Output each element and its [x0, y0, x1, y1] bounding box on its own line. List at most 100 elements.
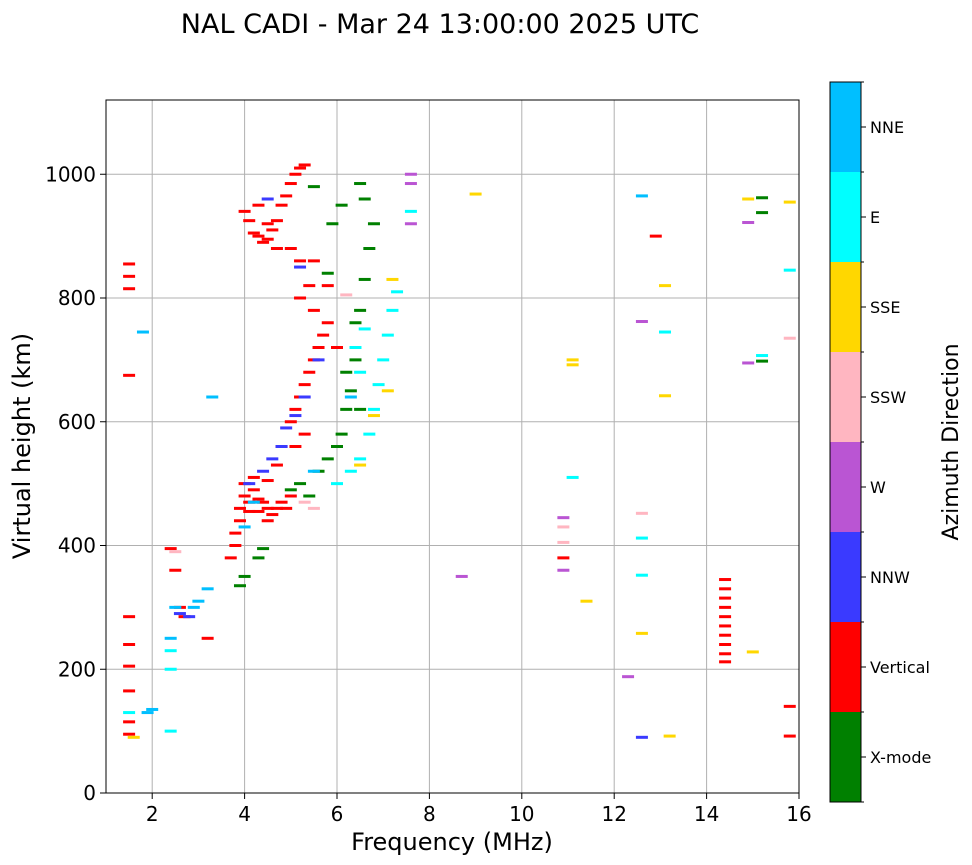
- data-point-ssw: [557, 525, 570, 529]
- data-point-vertical: [719, 633, 732, 637]
- plot-area-frame: [105, 99, 800, 794]
- data-point-nne: [247, 500, 260, 504]
- data-point-nne: [146, 707, 159, 711]
- data-point-nne: [307, 469, 320, 473]
- data-point-e: [381, 333, 394, 337]
- x-axis-label: Frequency (MHz): [351, 828, 553, 856]
- data-point-nnw: [173, 612, 186, 616]
- y-tick-label: 200: [58, 657, 96, 681]
- data-point-nne: [344, 395, 357, 399]
- data-point-x-mode: [349, 321, 362, 325]
- data-point-vertical: [270, 506, 283, 510]
- data-point-vertical: [266, 513, 279, 517]
- x-tick-label: 4: [238, 802, 251, 826]
- data-point-sse: [354, 463, 367, 467]
- data-point-vertical: [270, 463, 283, 467]
- data-point-sse: [566, 358, 579, 362]
- data-point-vertical: [317, 333, 330, 337]
- data-point-sse: [469, 192, 482, 196]
- data-point-vertical: [719, 615, 732, 619]
- data-point-vertical: [719, 624, 732, 628]
- data-point-nne: [238, 525, 251, 529]
- data-point-vertical: [261, 222, 274, 226]
- data-point-vertical: [294, 259, 307, 263]
- data-point-vertical: [123, 274, 136, 278]
- data-point-vertical: [321, 321, 334, 325]
- data-point-e: [391, 290, 404, 294]
- data-point-vertical: [284, 494, 297, 498]
- data-point-vertical: [719, 596, 732, 600]
- data-point-vertical: [233, 506, 246, 510]
- colorbar-label: E: [870, 208, 880, 227]
- data-point-e: [164, 729, 177, 733]
- x-tick-label: 12: [601, 802, 626, 826]
- data-point-e: [659, 330, 672, 334]
- data-point-sse: [367, 414, 380, 418]
- y-tick-label: 0: [83, 781, 96, 805]
- data-point-e: [164, 667, 177, 671]
- data-point-vertical: [169, 568, 182, 572]
- x-tick-label: 2: [146, 802, 159, 826]
- x-tick-label: 14: [694, 802, 719, 826]
- data-point-w: [557, 568, 570, 572]
- data-point-nnw: [289, 414, 302, 418]
- data-point-vertical: [289, 172, 302, 176]
- colorbar-label: X-mode: [870, 748, 931, 767]
- colorbar-segment: [830, 352, 861, 442]
- data-point-vertical: [280, 506, 293, 510]
- data-point-vertical: [247, 475, 260, 479]
- data-point-vertical: [284, 420, 297, 424]
- data-point-x-mode: [358, 277, 371, 281]
- data-point-ssw: [169, 550, 182, 554]
- data-point-vertical: [266, 228, 279, 232]
- data-point-e: [367, 407, 380, 411]
- data-point-vertical: [224, 556, 237, 560]
- data-point-e: [358, 327, 371, 331]
- data-point-vertical: [275, 500, 288, 504]
- data-point-vertical: [298, 163, 311, 167]
- azimuth-colorbar: X-mode Vertical NNW W SSW SSE E NNE: [829, 81, 931, 803]
- colorbar-segment: [830, 82, 861, 172]
- data-point-nne: [192, 599, 205, 603]
- data-point-vertical: [307, 259, 320, 263]
- data-point-vertical: [331, 346, 343, 349]
- grid-lines: [106, 100, 800, 794]
- data-point-e: [756, 354, 769, 358]
- data-point-vertical: [284, 247, 297, 250]
- data-point-vertical: [261, 237, 274, 241]
- data-point-sse: [566, 363, 579, 367]
- data-point-vertical: [261, 506, 274, 510]
- data-point-vertical: [123, 615, 136, 619]
- data-point-e: [783, 268, 796, 272]
- data-point-x-mode: [354, 407, 367, 411]
- data-point-vertical: [123, 689, 136, 693]
- data-point-w: [404, 172, 417, 176]
- data-point-x-mode: [321, 457, 334, 461]
- data-point-nne: [187, 605, 200, 609]
- data-point-vertical: [243, 509, 256, 513]
- data-point-vertical: [252, 234, 265, 238]
- data-point-vertical: [312, 346, 325, 349]
- data-point-e: [164, 649, 177, 653]
- data-point-nne: [136, 330, 149, 334]
- data-point-vertical: [270, 247, 283, 250]
- chart-title: NAL CADI - Mar 24 13:00:00 2025 UTC: [181, 9, 699, 40]
- data-point-x-mode: [252, 556, 265, 560]
- data-point-vertical: [238, 494, 251, 498]
- colorbar-title: Azimuth Direction: [939, 343, 964, 540]
- data-point-w: [404, 222, 417, 226]
- data-point-e: [386, 308, 399, 312]
- data-point-vertical: [294, 296, 307, 300]
- data-point-x-mode: [335, 432, 348, 436]
- data-point-vertical: [238, 209, 251, 213]
- data-point-x-mode: [284, 488, 297, 492]
- data-point-vertical: [123, 720, 136, 724]
- x-axis-ticks: 2 4 6 8 10 12 14 16: [146, 793, 812, 826]
- data-point-w: [455, 574, 468, 578]
- data-point-vertical: [123, 643, 136, 646]
- data-point-e: [354, 370, 367, 374]
- x-tick-label: 6: [331, 802, 344, 826]
- data-point-vertical: [252, 203, 265, 207]
- data-point-vertical: [303, 370, 316, 374]
